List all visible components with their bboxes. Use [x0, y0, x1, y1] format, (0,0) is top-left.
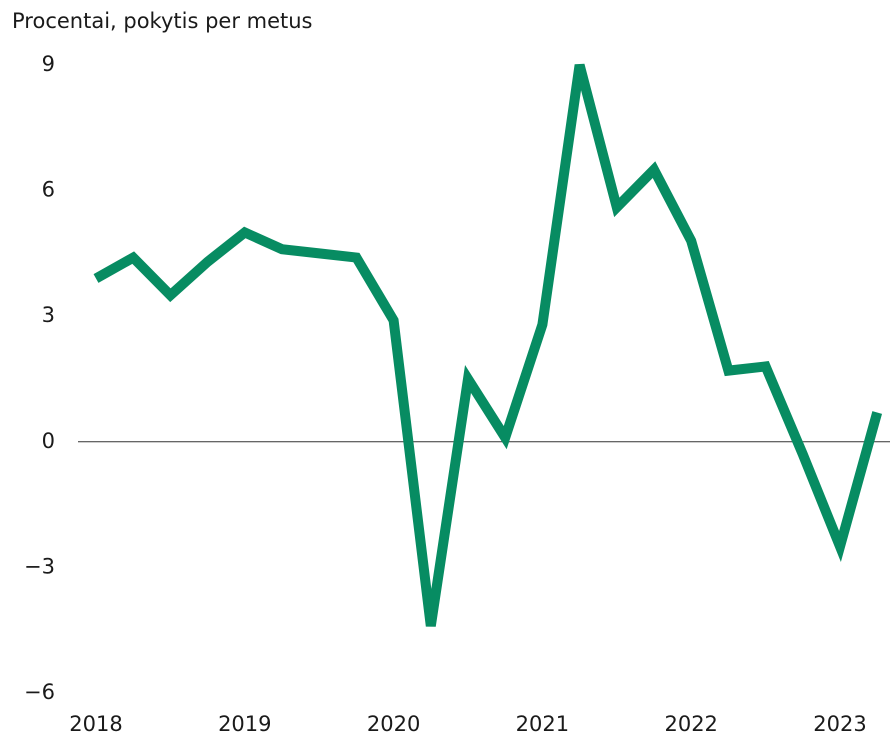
y-tick-label: 6 — [42, 178, 55, 202]
x-tick-label: 2020 — [367, 712, 420, 736]
y-tick-label: −6 — [24, 680, 55, 704]
x-tick-label: 2018 — [69, 712, 122, 736]
y-tick-label: 9 — [42, 52, 55, 76]
y-tick-label: 0 — [42, 429, 55, 453]
y-tick-label: 3 — [42, 303, 55, 327]
x-tick-label: 2021 — [516, 712, 569, 736]
x-tick-label: 2019 — [218, 712, 271, 736]
x-tick-label: 2023 — [813, 712, 866, 736]
line-series — [93, 63, 883, 627]
x-tick-label: 2022 — [664, 712, 717, 736]
chart-title: Procentai, pokytis per metus — [12, 9, 313, 33]
y-tick-label: −3 — [24, 554, 55, 578]
